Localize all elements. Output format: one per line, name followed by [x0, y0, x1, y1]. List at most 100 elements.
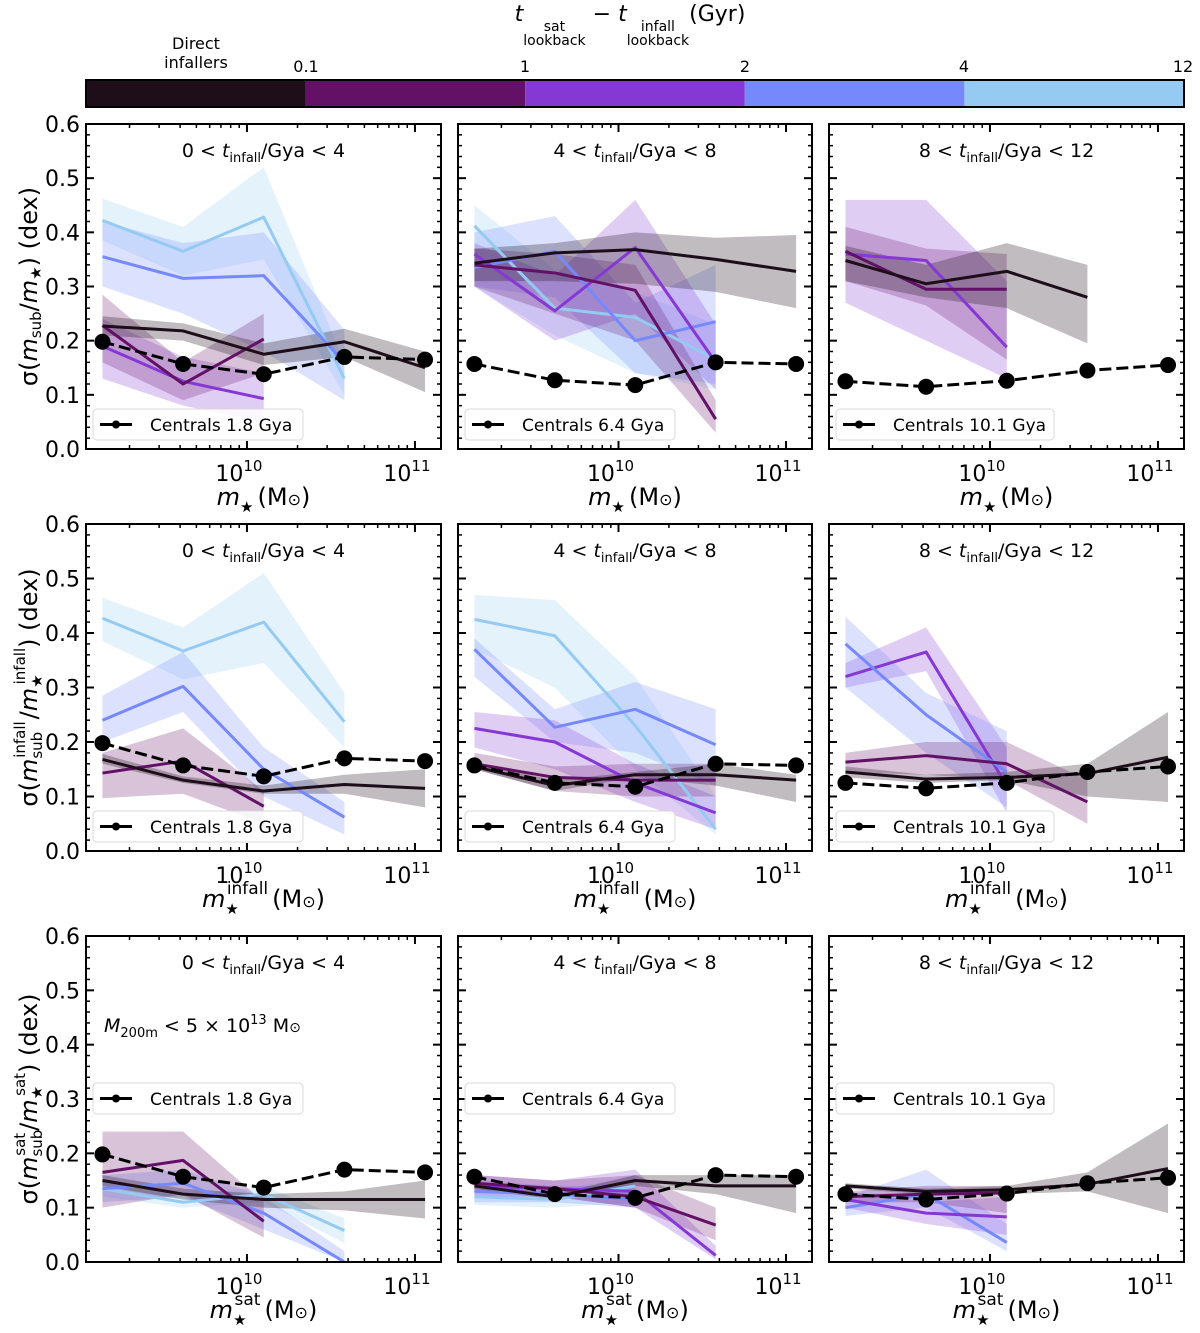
xlabel-sun: ⊙: [295, 1303, 308, 1322]
centrals-point: [417, 753, 434, 770]
line-direct: [102, 1179, 426, 1202]
line-b2_4: [473, 648, 717, 747]
annotation-sup: 13: [250, 1013, 267, 1028]
ylabel-sup2: infall: [11, 648, 29, 684]
colorbar-label-direct: Direct infallers: [146, 34, 246, 72]
xlabel-unit: (M: [257, 483, 287, 511]
xlabel-m: m: [945, 885, 968, 913]
xtick-base: 10: [215, 864, 243, 889]
line-b01_1: [844, 249, 1007, 291]
ytick-label: 0.0: [45, 1251, 80, 1276]
line-direct: [845, 259, 1088, 299]
line-direct: [102, 324, 426, 370]
legend-label: Centrals 1.8 Gya: [150, 416, 292, 436]
xtick-base: 10: [958, 1275, 986, 1300]
legend-marker: [855, 822, 863, 831]
xlabel-sup: sat: [606, 1290, 632, 1310]
centrals-point: [788, 757, 805, 774]
ytick-label: 0.1: [45, 1197, 80, 1222]
colorbar-label-direct-line1: Direct: [172, 34, 220, 53]
plot-area: [466, 1167, 805, 1260]
band-b01_1: [474, 752, 716, 797]
ytick-label: 0.3: [45, 677, 80, 702]
xtick-base: 10: [754, 1275, 782, 1300]
band-b01_1: [102, 728, 264, 824]
legend-box: [464, 810, 676, 843]
xtick-base: 10: [1126, 1275, 1154, 1300]
xtick-exp: 10: [243, 457, 262, 475]
band-b2_4: [474, 638, 716, 786]
band-direct: [102, 753, 426, 808]
xlabel-sub: ★: [968, 900, 981, 918]
line-b2_4: [844, 642, 1008, 774]
plot-area: [94, 167, 434, 422]
xlabel-sup: infall: [970, 879, 1011, 899]
colorbar-title-unit: (Gyr): [689, 2, 746, 27]
y-axis-label-row-1: σ(msub/m★) (dex): [15, 187, 45, 386]
legend-label: Centrals 1.8 Gya: [150, 818, 292, 838]
colorbar-title-symbol: t: [514, 2, 524, 27]
x-axis-label: m★infall (M⊙): [202, 879, 325, 918]
legend-marker: [855, 1094, 863, 1103]
xtick-exp: 11: [1154, 457, 1173, 475]
xtick-exp: 11: [1154, 859, 1173, 877]
legend: Centrals 10.1 Gya: [835, 810, 1055, 843]
xlabel-m: m: [581, 1296, 604, 1324]
annotation-sub: 200m: [120, 1026, 157, 1041]
xlabel-sun: ⊙: [1031, 490, 1044, 509]
xlabel-unit: (M: [1015, 885, 1045, 913]
centrals-point: [417, 351, 434, 368]
xlabel-m: m: [573, 885, 596, 913]
ylabel-slash: /: [15, 710, 43, 719]
ytick-label: 0.6: [45, 113, 80, 138]
centrals-point: [255, 1179, 272, 1196]
panel-title: 4 < tinfall/Gya < 8: [553, 952, 716, 978]
colorbar-title: t sat lookback − t infall lookback (Gyr): [480, 2, 780, 48]
xlabel-sun: ⊙: [1045, 892, 1058, 911]
band-b2_4: [102, 221, 345, 401]
legend-label: Centrals 6.4 Gya: [522, 818, 664, 838]
ytick-label: 0.1: [45, 384, 80, 409]
colorbar-title-sub-lookback: lookback: [523, 33, 586, 49]
colorbar-title-sup-sat: sat: [543, 19, 566, 35]
band-b4_12: [102, 167, 345, 395]
line-b01_1: [101, 324, 265, 386]
legend-box: [464, 408, 676, 441]
title-pre: 8 <: [919, 540, 959, 562]
ylabel-slash: /: [15, 1122, 43, 1131]
xlabel-sun: ⊙: [674, 892, 687, 911]
x-axis-label: m★infall (M⊙): [945, 879, 1068, 918]
xtick-exp: 11: [1154, 1270, 1173, 1288]
x-axis-label: m★ (M⊙): [960, 483, 1054, 516]
band-b2_4: [102, 1169, 345, 1262]
xtick-label: 1010: [215, 859, 262, 889]
colorbar-tick-12: 12: [1172, 57, 1194, 76]
legend: Centrals 10.1 Gya: [835, 1082, 1055, 1115]
ylabel-post: ) (dex): [15, 187, 43, 267]
centrals-point: [336, 1161, 353, 1178]
xtick-label: 1011: [383, 457, 430, 487]
panel-title: 0 < tinfall/Gya < 4: [182, 140, 345, 166]
xtick-label: 1011: [1126, 1270, 1173, 1300]
xlabel-sub: ★: [983, 498, 996, 516]
panel-title: 0 < tinfall/Gya < 4: [182, 952, 345, 978]
xlabel-unit: (M: [636, 1296, 666, 1324]
xtick-label: 1010: [215, 457, 262, 487]
title-t: t: [959, 952, 968, 974]
legend-box: [464, 1082, 676, 1115]
centrals-point: [837, 1186, 854, 1203]
xlabel-close: ): [316, 885, 325, 913]
xtick-label: 1010: [215, 1270, 262, 1300]
x-axis-label: m★infall (M⊙): [573, 879, 696, 918]
title-post: /Gya < 4: [261, 540, 345, 562]
ytick-label: 0.4: [45, 622, 80, 647]
xtick-label: 1010: [958, 859, 1005, 889]
colorbar-segment-b1_2: [525, 80, 745, 107]
xtick-exp: 11: [782, 859, 801, 877]
ylabel-m: m: [15, 759, 43, 782]
centrals-point: [707, 1167, 724, 1184]
line-b4_12: [101, 616, 346, 723]
